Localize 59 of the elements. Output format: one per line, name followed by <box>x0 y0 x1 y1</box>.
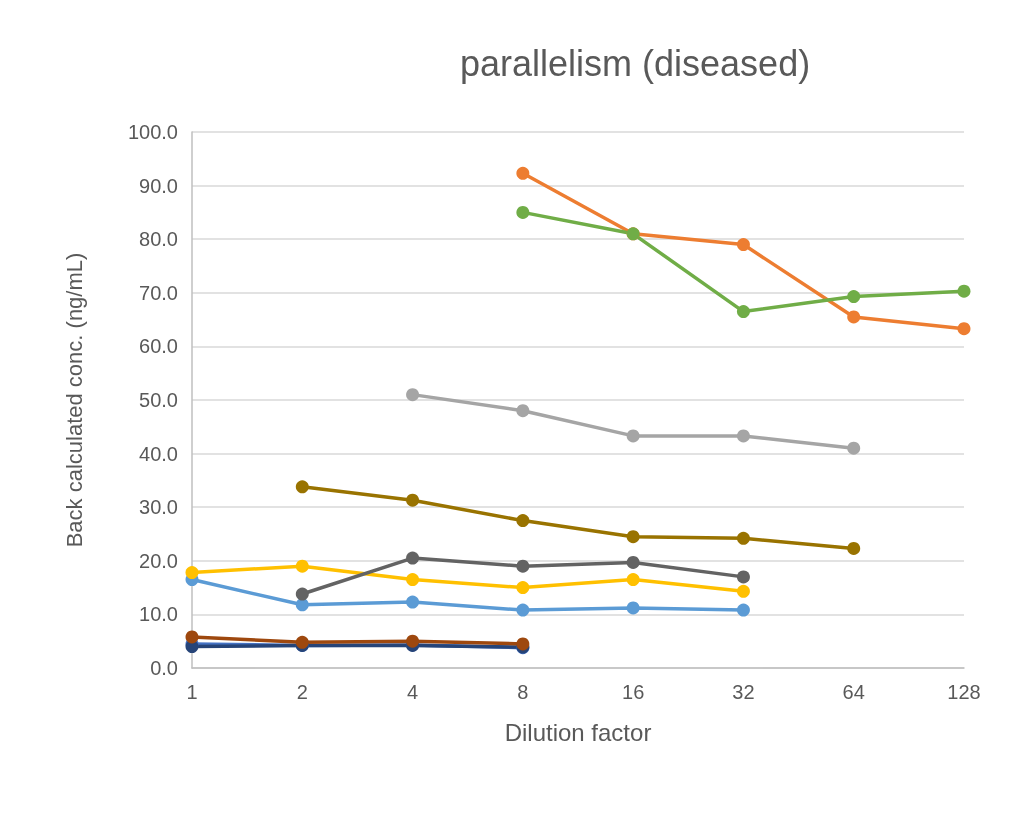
y-tick-label: 50.0 <box>139 389 178 411</box>
point <box>847 310 861 324</box>
x-axis-title: Dilution factor <box>504 718 652 746</box>
point <box>295 480 309 494</box>
point <box>406 595 420 609</box>
point <box>626 429 640 443</box>
point <box>736 570 750 584</box>
y-tick-label: 100.0 <box>127 121 178 143</box>
point <box>957 284 971 298</box>
point <box>957 322 971 336</box>
y-tick-label: 70.0 <box>139 281 178 304</box>
point <box>736 305 750 319</box>
x-tick-label: 128 <box>947 681 981 703</box>
point <box>626 573 640 587</box>
y-tick-label: 0.0 <box>150 657 178 679</box>
point <box>406 388 420 402</box>
x-tick-label: 1 <box>186 681 198 703</box>
point <box>516 514 530 528</box>
point <box>736 429 750 443</box>
point <box>516 559 530 573</box>
point <box>185 566 199 580</box>
x-tick-label: 2 <box>296 681 308 703</box>
x-tick-label: 8 <box>517 681 529 703</box>
point <box>847 290 861 304</box>
point <box>295 598 309 612</box>
point <box>406 573 420 587</box>
y-axis-title: Back calculated conc. (ng/mL) <box>61 252 87 548</box>
point <box>736 584 750 598</box>
point <box>847 541 861 555</box>
point <box>736 531 750 545</box>
point <box>626 530 640 544</box>
point <box>626 601 640 615</box>
y-tick-label: 10.0 <box>139 603 178 626</box>
point <box>185 630 199 644</box>
point <box>626 555 640 569</box>
point <box>516 205 530 219</box>
x-tick-label: 64 <box>842 681 865 703</box>
point <box>295 559 309 573</box>
point <box>736 603 750 617</box>
y-tick-label: 40.0 <box>139 442 178 465</box>
y-tick-label: 80.0 <box>139 228 178 251</box>
point <box>406 634 420 648</box>
point <box>516 404 530 418</box>
y-tick-label: 90.0 <box>139 174 178 197</box>
point <box>406 551 420 565</box>
y-tick-label: 60.0 <box>139 335 178 358</box>
point <box>516 603 530 617</box>
point <box>516 166 530 180</box>
x-tick-label: 16 <box>622 681 645 703</box>
point <box>295 587 309 601</box>
y-tick-label: 30.0 <box>139 496 178 519</box>
point <box>847 441 861 455</box>
point <box>736 238 750 252</box>
x-tick-label: 4 <box>407 681 419 703</box>
chart-title: parallelism (diseased) <box>460 42 811 84</box>
point <box>406 493 420 507</box>
x-tick-label: 32 <box>732 681 755 703</box>
point <box>516 581 530 595</box>
y-tick-label: 20.0 <box>139 549 178 572</box>
